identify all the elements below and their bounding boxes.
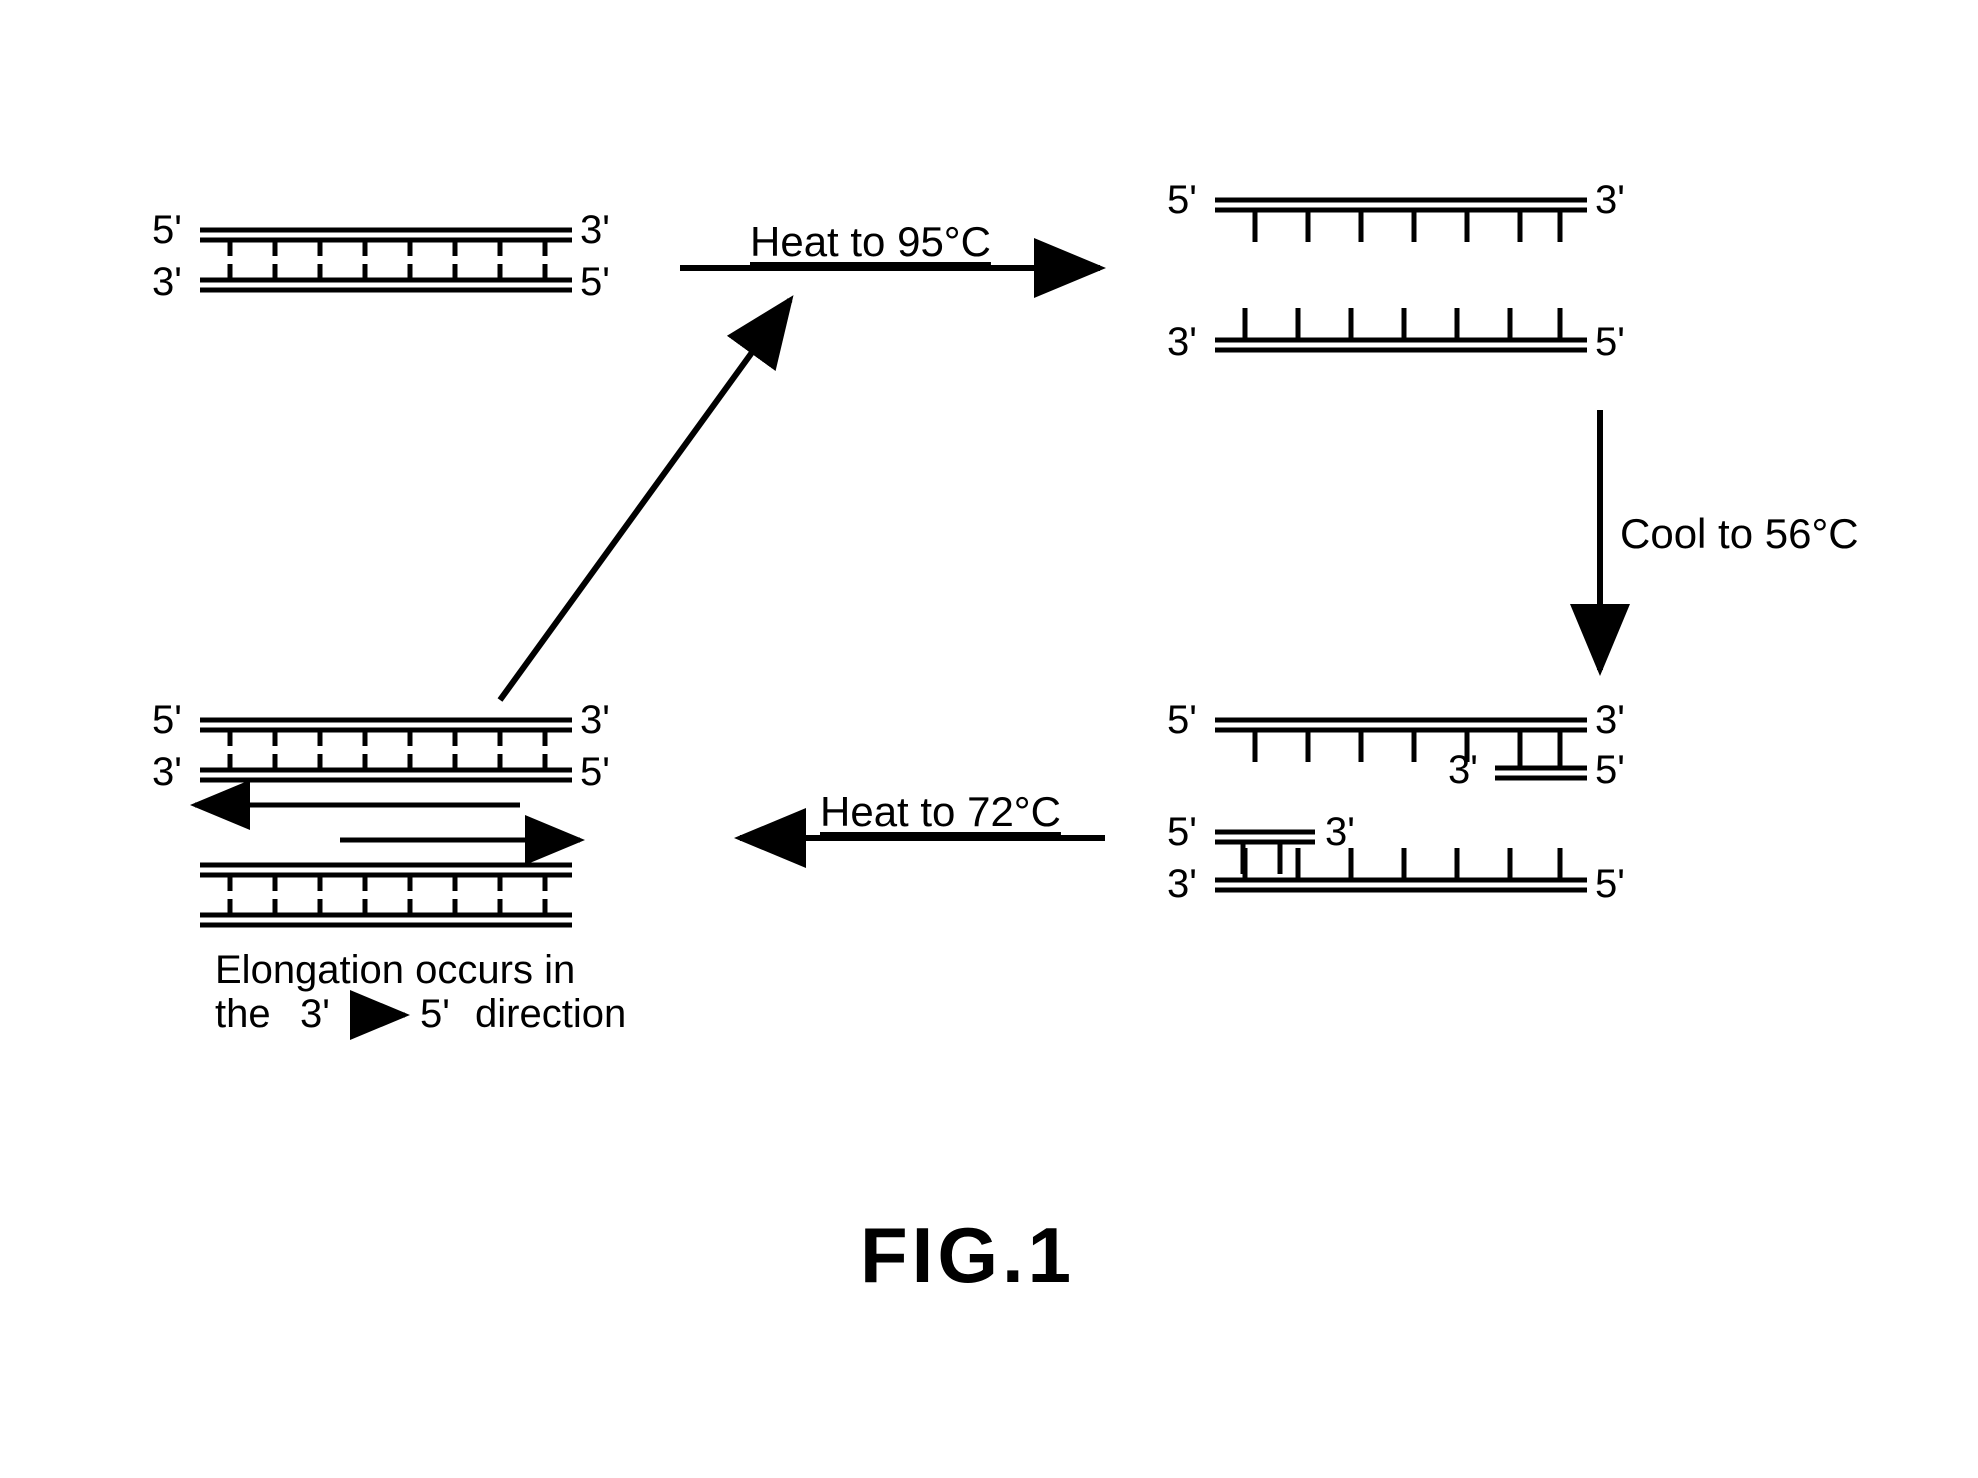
end-label: 3': [1595, 178, 1625, 223]
end-label: 3': [1325, 810, 1355, 855]
end-label: 3': [152, 750, 182, 795]
end-label: 5': [1167, 178, 1197, 223]
step-label-anneal: Cool to 56°C: [1620, 510, 1859, 558]
figure-title: FIG.1: [860, 1210, 1075, 1301]
end-label: 3': [1167, 320, 1197, 365]
arrow-cycle-back: [500, 300, 790, 700]
end-label: 5': [1167, 810, 1197, 855]
end-label: 5': [1595, 862, 1625, 907]
end-label: 3': [1448, 748, 1478, 793]
end-label: 5': [1595, 748, 1625, 793]
panel-denatured: [1215, 200, 1587, 350]
caption-line2b: direction: [475, 992, 626, 1037]
pcr-cycle-diagram: 5' 3' 3' 5' 5' 3' 3' 5' 5' 3' 3' 5' 5' 3…: [0, 0, 1978, 1478]
end-label: 3': [1595, 698, 1625, 743]
end-label: 3': [1167, 862, 1197, 907]
end-label: 5': [152, 698, 182, 743]
caption-dir-to: 5': [420, 992, 450, 1037]
caption-line2a: the: [215, 992, 271, 1037]
end-label: 3': [580, 698, 610, 743]
end-label: 3': [152, 260, 182, 305]
end-label: 5': [152, 208, 182, 253]
end-label: 5': [1167, 698, 1197, 743]
end-label: 5': [580, 750, 610, 795]
caption-dir-from: 3': [300, 992, 330, 1037]
step-label-denature: Heat to 95°C: [750, 218, 991, 266]
caption-line1: Elongation occurs in: [215, 948, 575, 993]
step-label-extend: Heat to 72°C: [820, 788, 1061, 836]
end-label: 5': [1595, 320, 1625, 365]
panel-annealed: [1215, 720, 1587, 890]
end-label: 3': [580, 208, 610, 253]
panel-elongation: [195, 720, 580, 925]
end-label: 5': [580, 260, 610, 305]
panel-dsdna-start: [200, 230, 572, 290]
